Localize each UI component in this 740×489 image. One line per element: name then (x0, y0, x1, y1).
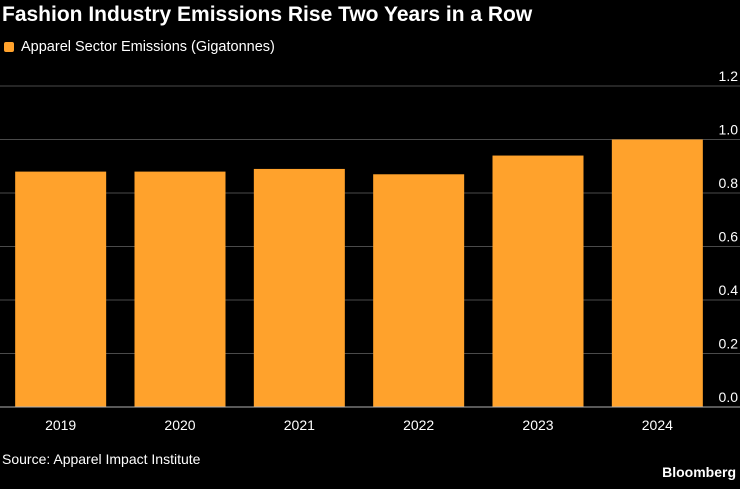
bar-2023 (492, 155, 584, 407)
bar-2024 (611, 139, 703, 407)
x-tick-label: 2024 (642, 417, 673, 433)
y-tick-label: 0.0 (719, 389, 739, 405)
brand-logo-text: Bloomberg (662, 464, 736, 480)
y-tick-label: 0.6 (719, 229, 739, 245)
y-tick-label: 1.0 (719, 122, 739, 138)
legend: Apparel Sector Emissions (Gigatonnes) (2, 39, 275, 55)
y-tick-label: 1.2 (719, 68, 739, 84)
y-tick-label: 0.2 (719, 336, 739, 352)
legend-swatch (4, 42, 14, 52)
x-tick-label: 2023 (522, 417, 553, 433)
y-tick-label: 0.4 (719, 282, 739, 298)
bar-2020 (134, 171, 226, 407)
x-tick-label: 2020 (164, 417, 195, 433)
bar-2019 (15, 171, 107, 407)
legend-label: Apparel Sector Emissions (Gigatonnes) (21, 39, 275, 55)
bar-2022 (373, 174, 465, 407)
bar-2021 (253, 168, 345, 407)
x-tick-label: 2019 (45, 417, 76, 433)
chart-title: Fashion Industry Emissions Rise Two Year… (2, 3, 533, 26)
x-tick-label: 2021 (284, 417, 315, 433)
y-tick-label: 0.8 (719, 175, 739, 191)
x-tick-label: 2022 (403, 417, 434, 433)
source-note: Source: Apparel Impact Institute (2, 451, 201, 467)
